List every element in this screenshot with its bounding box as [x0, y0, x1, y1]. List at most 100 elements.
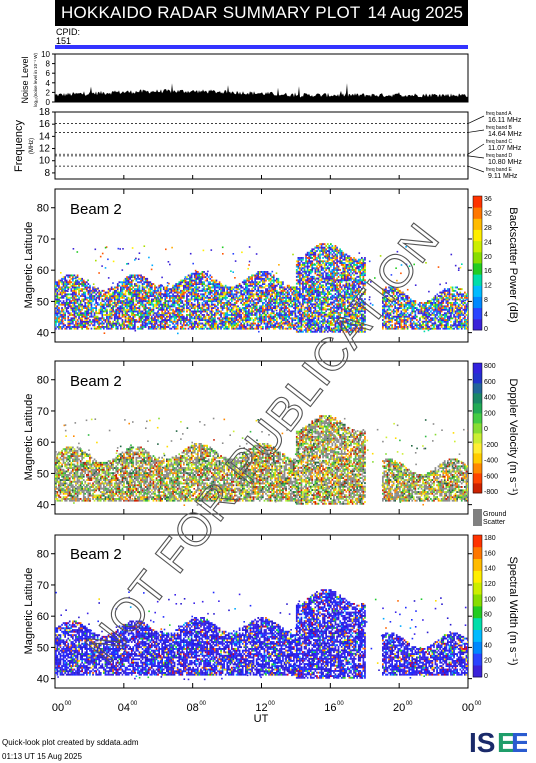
scatter-cell — [309, 251, 312, 254]
scatter-cell — [65, 284, 68, 287]
scatter-cell — [323, 250, 326, 252]
scatter-cell — [295, 289, 298, 292]
scatter-cell — [245, 283, 247, 285]
scatter-cell — [351, 258, 354, 261]
scatter-cell — [359, 260, 362, 263]
scatter-cell — [212, 289, 215, 292]
scatter-cell — [319, 274, 321, 277]
scatter-cell — [297, 279, 300, 282]
scatter-cell — [192, 272, 194, 275]
scatter-cell — [220, 302, 222, 304]
scatter-cell — [351, 320, 354, 323]
scatter-cell — [340, 322, 343, 325]
scatter-cell — [55, 281, 57, 284]
scatter-cell — [101, 298, 104, 301]
scatter-cell — [313, 324, 315, 326]
scatter-cell — [197, 310, 199, 313]
scatter-cell — [152, 283, 155, 285]
scatter-cell — [231, 310, 233, 313]
scatter-cell — [104, 293, 107, 296]
scatter-cell — [130, 296, 133, 299]
scatter-cell — [342, 258, 345, 261]
scatter-cell — [144, 324, 147, 327]
scatter-cell — [255, 298, 258, 301]
scatter-cell — [276, 279, 278, 282]
scatter-cell — [306, 265, 309, 268]
scatter-cell — [110, 288, 113, 291]
scatter-cell — [99, 312, 102, 315]
scatter-cell — [195, 272, 198, 275]
scatter-cell — [359, 281, 362, 283]
scatter-cell — [164, 324, 167, 327]
scatter-cell — [158, 286, 160, 289]
scatter-cell — [155, 302, 158, 304]
scatter-cell — [231, 326, 233, 328]
scatter-cell — [70, 308, 73, 311]
scatter-cell — [67, 310, 70, 313]
scatter-cell — [293, 319, 295, 321]
scatter-cell — [81, 293, 83, 296]
scatter-cell — [172, 326, 174, 328]
scatter-cell — [248, 319, 250, 321]
scatter-cell — [308, 272, 310, 275]
scatter-cell — [266, 315, 269, 318]
scatter-cell — [149, 310, 152, 313]
scatter-cell — [252, 283, 255, 285]
scatter-cell — [336, 250, 338, 252]
scatter-cell — [353, 305, 355, 307]
scatter-cell — [151, 303, 153, 306]
scatter-cell — [204, 319, 207, 321]
scatter-cell — [187, 307, 190, 309]
scatter-cell — [351, 281, 354, 283]
scatter-cell — [229, 314, 232, 316]
scatter-cell — [118, 307, 121, 309]
scatter-cell — [61, 314, 63, 316]
scatter-cell — [104, 291, 107, 294]
scatter-cell — [217, 300, 219, 303]
scatter-cell — [161, 298, 163, 301]
scatter-cell — [137, 281, 139, 284]
scatter-cell — [254, 283, 256, 285]
scatter-cell — [269, 272, 272, 275]
scatter-cell — [55, 312, 57, 315]
scatter-cell — [120, 289, 122, 292]
scatter-cell — [93, 320, 96, 323]
scatter-cell — [84, 326, 87, 328]
scatter-cell — [302, 284, 304, 287]
scatter-cell — [283, 288, 286, 291]
scatter-cell — [288, 326, 290, 328]
scatter-cell — [241, 327, 244, 330]
scatter-cell — [204, 279, 207, 282]
scatter-cell — [272, 310, 275, 313]
scatter-cell — [333, 306, 335, 309]
scatter-cell — [285, 296, 287, 299]
scatter-cell — [311, 287, 314, 290]
scatter-cell — [61, 283, 63, 285]
scatter-cell — [347, 274, 349, 277]
scatter-cell — [130, 291, 133, 294]
scatter-cell — [192, 312, 194, 315]
scatter-cell — [72, 296, 74, 299]
scatter-cell — [197, 322, 199, 325]
scatter-cell — [207, 307, 210, 309]
scatter-cell — [353, 311, 355, 314]
scatter-cell — [143, 320, 145, 323]
scatter-cell — [291, 322, 294, 325]
scatter-cell — [357, 299, 360, 302]
scatter-cell — [147, 289, 150, 292]
scatter-cell — [265, 314, 267, 316]
scatter-cell — [282, 314, 284, 316]
scatter-cell — [361, 258, 363, 261]
scatter-cell — [340, 325, 343, 328]
scatter-cell — [323, 291, 326, 294]
scatter-cell — [152, 310, 155, 313]
scatter-cell — [226, 314, 229, 316]
scatter-cell — [317, 257, 320, 259]
scatter-cell — [144, 286, 147, 289]
scatter-cell — [203, 295, 205, 297]
scatter-cell — [204, 284, 207, 287]
scatter-cell — [333, 330, 335, 333]
scatter-cell — [326, 291, 329, 294]
scatter-cell — [73, 295, 76, 297]
scatter-cell — [323, 313, 326, 316]
